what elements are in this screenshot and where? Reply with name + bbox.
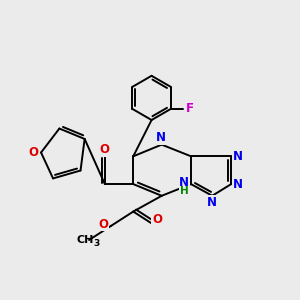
Text: O: O [99,143,109,157]
Text: N: N [232,178,242,190]
Text: H: H [180,186,188,196]
Text: O: O [28,146,38,159]
Text: 3: 3 [93,239,99,248]
Text: N: N [180,178,190,190]
Text: N: N [156,131,166,144]
Text: F: F [186,102,194,116]
Text: O: O [98,218,108,231]
Text: N: N [232,150,242,163]
Text: CH: CH [76,235,94,245]
Text: N: N [179,176,189,189]
Text: O: O [152,213,162,226]
Text: N: N [207,196,217,208]
